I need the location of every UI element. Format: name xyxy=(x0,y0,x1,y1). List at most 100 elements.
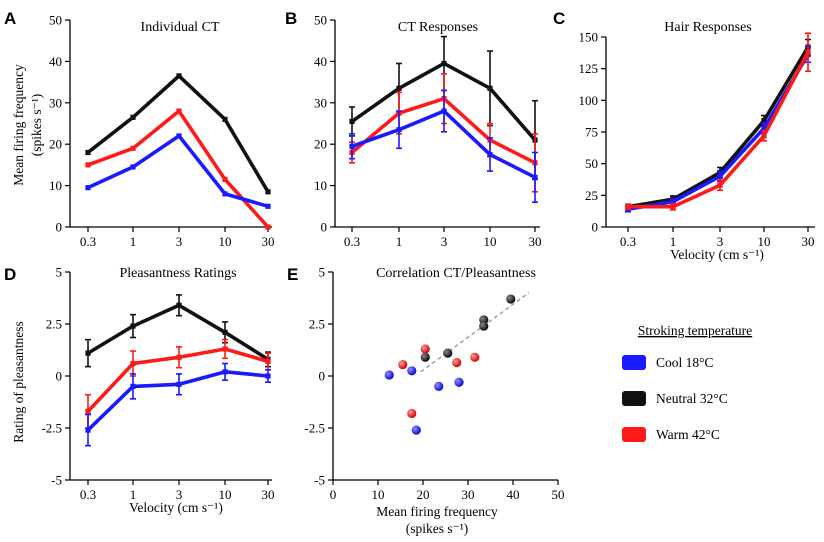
x-tick-label: 40 xyxy=(507,487,520,502)
data-point xyxy=(130,145,136,151)
series-warm xyxy=(85,338,271,429)
regression-line xyxy=(420,292,530,373)
scatter-point xyxy=(452,357,462,368)
scatter-point xyxy=(506,294,516,304)
legend-swatch-warm xyxy=(622,427,646,442)
scatter-point xyxy=(420,352,430,362)
scatter-point xyxy=(411,425,421,435)
data-point xyxy=(670,204,676,210)
x-tick-label: 1 xyxy=(670,234,677,249)
data-point xyxy=(85,185,91,191)
x-tick-label: 0.3 xyxy=(80,234,96,249)
data-point xyxy=(349,118,355,125)
data-point xyxy=(176,354,182,360)
data-point xyxy=(85,427,91,433)
x-tick-label: 3 xyxy=(176,487,183,502)
legend-swatch-neutral xyxy=(622,391,646,406)
legend: Stroking temperature Cool 18°C Neutral 3… xyxy=(622,323,752,442)
data-point xyxy=(349,143,355,149)
series-warm xyxy=(85,108,271,230)
legend-title: Stroking temperature xyxy=(638,323,752,338)
y-tick-label: 40 xyxy=(49,54,62,69)
x-tick-label: 3 xyxy=(717,234,724,249)
y-tick-label: 50 xyxy=(314,13,327,28)
data-point xyxy=(717,173,723,179)
x-tick-label: 30 xyxy=(462,487,475,502)
y-tick-label: 0 xyxy=(319,369,326,384)
series-line xyxy=(86,303,270,362)
series-cool xyxy=(384,366,464,435)
scatter-point xyxy=(443,348,453,358)
panel-e-xlabel-units: (spikes s⁻¹) xyxy=(406,521,469,536)
panel-a-title: Individual CT xyxy=(141,20,220,35)
y-tick-label: 5 xyxy=(56,265,63,280)
y-tick-label: -5 xyxy=(51,473,62,488)
x-tick-label: 30 xyxy=(262,234,275,249)
panel-d-ylabel: Rating of pleasantness xyxy=(11,321,26,442)
data-point xyxy=(222,329,228,335)
series-cool xyxy=(349,89,538,203)
panel-letter-e: E xyxy=(287,265,298,284)
y-tick-label: 75 xyxy=(585,125,598,140)
y-tick-label: 150 xyxy=(579,30,599,45)
legend-label-neutral: Neutral 32°C xyxy=(656,391,728,406)
y-tick-label: 10 xyxy=(314,178,327,193)
legend-label-warm: Warm 42°C xyxy=(656,427,720,442)
data-point xyxy=(396,127,402,133)
y-tick-label: 100 xyxy=(579,93,599,108)
x-tick-label: 30 xyxy=(802,234,815,249)
x-tick-label: 50 xyxy=(552,487,565,502)
y-tick-label: 30 xyxy=(49,95,62,110)
panel-a-ylabel-units: (spikes s⁻¹) xyxy=(29,94,44,157)
scatter-point xyxy=(420,344,430,354)
data-point xyxy=(222,369,228,375)
scatter-point xyxy=(398,359,408,370)
data-point xyxy=(130,114,136,120)
data-point xyxy=(176,302,182,308)
legend-swatch-cool xyxy=(622,355,646,370)
panel-d-title: Pleasantness Ratings xyxy=(119,266,236,281)
panel-e-title: Correlation CT/Pleasantness xyxy=(376,266,536,281)
data-point xyxy=(130,164,136,170)
x-tick-label: 10 xyxy=(758,234,771,249)
data-point xyxy=(176,381,182,387)
panel-e: -5-2.502.550 10 20 30 40 50 xyxy=(304,265,564,503)
panel-letter-d: D xyxy=(4,265,16,284)
x-tick-label: 3 xyxy=(441,234,448,249)
data-point xyxy=(85,350,91,356)
data-point xyxy=(717,182,723,188)
data-point xyxy=(396,85,402,91)
data-point xyxy=(625,204,631,210)
panel-letter-b: B xyxy=(285,9,297,28)
y-tick-label: 50 xyxy=(49,13,62,28)
y-tick-label: 40 xyxy=(314,54,327,69)
panel-b-title: CT Responses xyxy=(398,20,478,35)
x-tick-label: 10 xyxy=(219,234,232,249)
x-tick-label: 0.3 xyxy=(620,234,636,249)
data-point xyxy=(441,60,447,67)
series-warm xyxy=(398,344,480,419)
series-line xyxy=(86,109,270,229)
y-tick-label: 0 xyxy=(321,220,328,235)
y-tick-label: 10 xyxy=(49,178,62,193)
panel-b: 0 10 20 30 40 50 0.3 1 3 10 30 xyxy=(314,13,542,250)
data-point xyxy=(130,323,136,329)
x-tick-label: 30 xyxy=(262,487,275,502)
y-tick-label: 0 xyxy=(56,220,63,235)
x-tick-label: 20 xyxy=(417,487,430,502)
x-tick-label: 1 xyxy=(130,234,137,249)
data-point xyxy=(222,176,228,182)
data-point xyxy=(222,116,228,122)
x-tick-label: 10 xyxy=(372,487,385,502)
data-point xyxy=(265,358,271,365)
data-point xyxy=(130,360,136,367)
series-warm xyxy=(625,32,811,211)
data-point xyxy=(487,151,493,158)
y-tick-label: -2.5 xyxy=(41,421,62,436)
y-tick-label: 25 xyxy=(585,188,598,203)
y-tick-label: 0 xyxy=(56,369,63,384)
data-point xyxy=(222,191,228,197)
data-point xyxy=(265,373,271,379)
